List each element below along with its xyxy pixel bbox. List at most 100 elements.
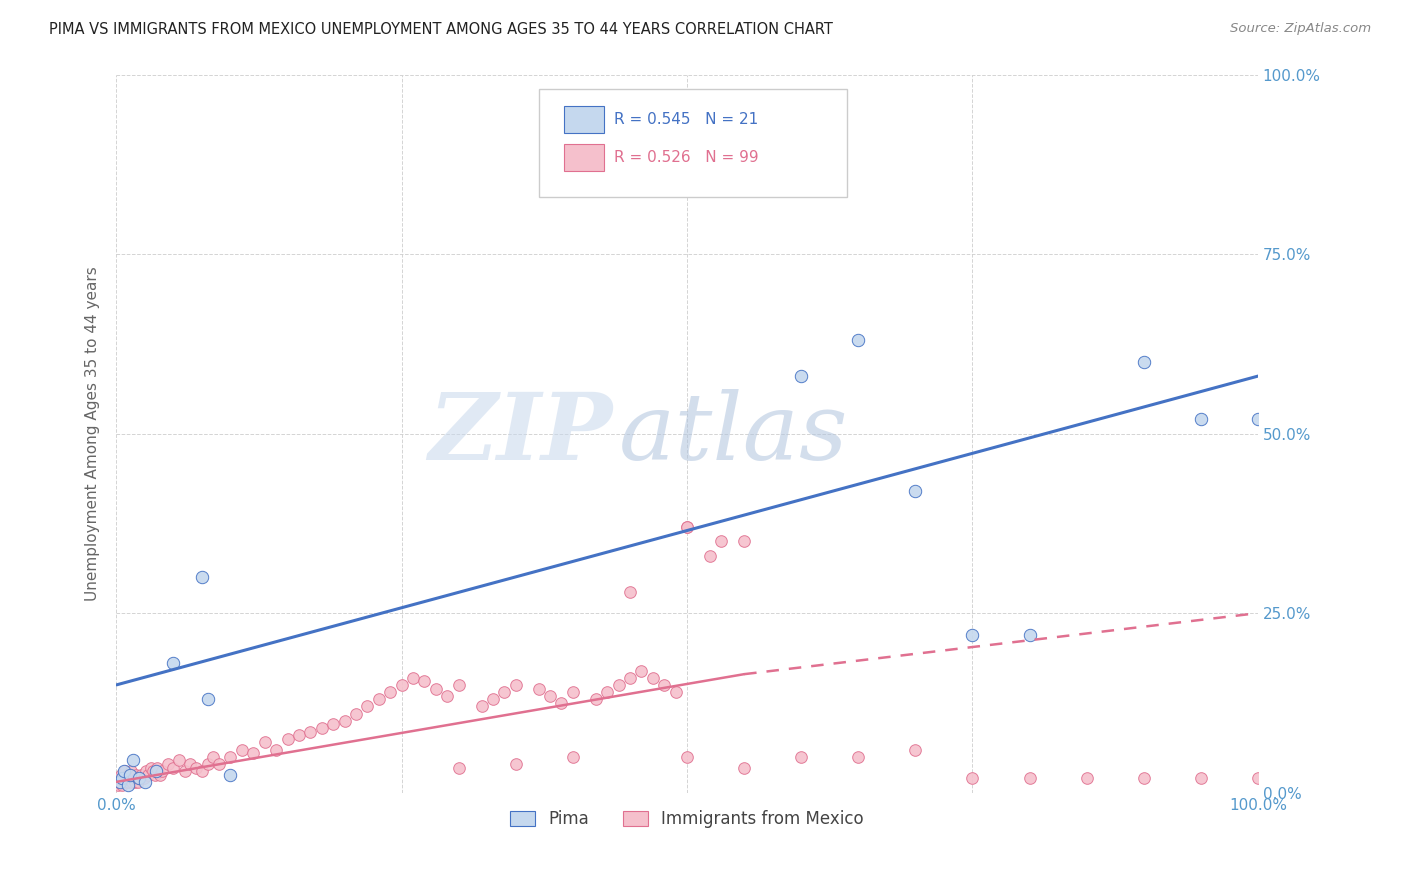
Bar [564, 145, 603, 171]
Point [162, 760, 184, 774]
Point [115, 775, 138, 789]
Point [124, 767, 146, 781]
Point [117, 779, 139, 793]
Point [710, 534, 733, 549]
Point [344, 706, 367, 721]
Point [585, 692, 607, 706]
Point [676, 520, 699, 534]
Text: Source: ZipAtlas.com: Source: ZipAtlas.com [1230, 22, 1371, 36]
Point [699, 549, 721, 563]
Point [142, 764, 165, 778]
Bar [564, 106, 603, 134]
Point [124, 775, 146, 789]
Point [219, 749, 242, 764]
FancyBboxPatch shape [538, 89, 846, 196]
Point [131, 767, 153, 781]
Point [276, 731, 298, 746]
Point [322, 717, 344, 731]
Point [676, 520, 699, 534]
Point [219, 767, 242, 781]
Point [150, 764, 173, 778]
Point [264, 742, 287, 756]
Point [122, 753, 145, 767]
Point [134, 775, 156, 789]
Point [132, 772, 155, 786]
Point [596, 685, 619, 699]
Point [790, 749, 813, 764]
Point [1018, 628, 1040, 642]
Point [110, 767, 132, 781]
Point [641, 671, 664, 685]
Text: atlas: atlas [619, 389, 848, 479]
Point [447, 678, 470, 692]
Point [962, 772, 984, 786]
Point [167, 753, 190, 767]
Point [652, 678, 675, 692]
Point [962, 628, 984, 642]
Point [733, 760, 755, 774]
Point [846, 749, 869, 764]
Point [112, 775, 135, 789]
Point [494, 685, 516, 699]
Text: PIMA VS IMMIGRANTS FROM MEXICO UNEMPLOYMENT AMONG AGES 35 TO 44 YEARS CORRELATIO: PIMA VS IMMIGRANTS FROM MEXICO UNEMPLOYM… [49, 22, 834, 37]
Point [904, 483, 927, 498]
Point [231, 742, 253, 756]
Point [107, 779, 129, 793]
Point [1076, 772, 1098, 786]
Point [125, 772, 148, 786]
Point [1189, 412, 1212, 426]
Point [665, 685, 688, 699]
Point [191, 764, 214, 778]
Point [146, 760, 169, 774]
Point [1018, 772, 1040, 786]
Point [197, 692, 219, 706]
Text: R = 0.545   N = 21: R = 0.545 N = 21 [614, 112, 758, 128]
Point [790, 369, 813, 384]
Point [1189, 772, 1212, 786]
Point [202, 749, 225, 764]
Point [108, 775, 131, 789]
Point [367, 692, 389, 706]
Point [299, 724, 322, 739]
Point [1247, 772, 1270, 786]
Point [118, 775, 141, 789]
Point [112, 772, 135, 786]
Point [139, 760, 162, 774]
Point [619, 671, 641, 685]
Point [436, 689, 458, 703]
Point [607, 678, 630, 692]
Point [114, 764, 136, 778]
Point [527, 681, 550, 696]
Y-axis label: Unemployment Among Ages 35 to 44 years: Unemployment Among Ages 35 to 44 years [86, 266, 100, 601]
Point [143, 767, 166, 781]
Point [145, 764, 167, 778]
Point [128, 772, 150, 786]
Point [1247, 412, 1270, 426]
Point [391, 678, 413, 692]
Text: ZIP: ZIP [429, 389, 613, 479]
Point [117, 767, 139, 781]
Point [118, 767, 141, 781]
Point [505, 756, 527, 771]
Point [561, 749, 583, 764]
Point [179, 756, 201, 771]
Point [380, 685, 402, 699]
Point [482, 692, 505, 706]
Point [156, 756, 179, 771]
Point [111, 779, 134, 793]
Point [288, 728, 311, 742]
Point [162, 657, 184, 671]
Point [630, 664, 652, 678]
Point [1132, 772, 1154, 786]
Point [111, 772, 134, 786]
Point [733, 534, 755, 549]
Point [550, 696, 572, 710]
Point [402, 671, 425, 685]
Point [505, 678, 527, 692]
Point [121, 775, 143, 789]
Point [846, 333, 869, 347]
Point [107, 775, 129, 789]
Point [311, 721, 333, 735]
Point [197, 756, 219, 771]
Point [538, 689, 561, 703]
